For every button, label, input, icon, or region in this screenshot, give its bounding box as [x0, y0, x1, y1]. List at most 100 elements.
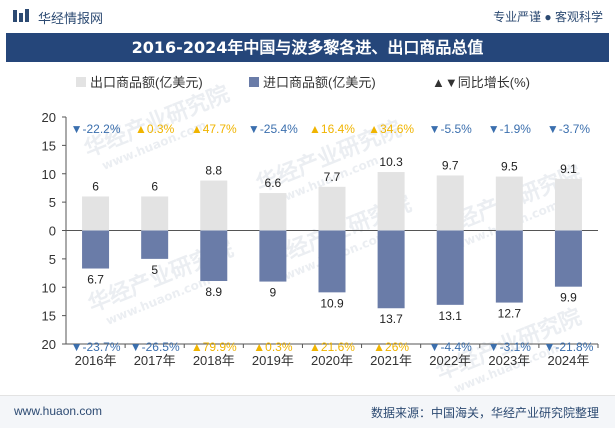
down-arrow-icon: ▼	[488, 340, 500, 354]
growth-value: 16.4%	[321, 122, 355, 136]
import-value-label: 9	[270, 286, 277, 300]
legend-label: 进口商品额(亿美元)	[263, 75, 376, 90]
down-arrow-icon: ▼	[429, 340, 441, 354]
chart-title: 2016-2024年中国与波多黎各进、出口商品总值	[131, 38, 484, 57]
import-growth-label: ▲0.3%	[253, 340, 293, 354]
import-growth-label: ▼-23.7%	[71, 340, 121, 354]
import-value-label: 12.7	[498, 307, 522, 321]
y-tick-label: 5	[49, 252, 56, 267]
import-value-label: 8.9	[205, 285, 222, 299]
y-tick-label: 10	[42, 167, 56, 182]
export-bar	[200, 180, 228, 231]
y-tick-label: 20	[42, 337, 56, 352]
import-bar	[82, 230, 110, 269]
export-bar	[318, 186, 346, 231]
import-bar	[200, 230, 228, 282]
growth-value: -23.7%	[82, 340, 120, 354]
x-tick-label: 2016年	[75, 353, 117, 368]
export-value-label: 6.6	[265, 176, 282, 190]
import-bar	[141, 230, 169, 259]
import-growth-label: ▼-21.8%	[543, 340, 593, 354]
import-bar	[318, 230, 346, 293]
import-growth-label: ▲26%	[373, 340, 409, 354]
import-growth-label: ▼-26.5%	[130, 340, 180, 354]
import-value-label: 13.7	[379, 312, 403, 326]
growth-value: 79.9%	[203, 340, 237, 354]
import-growth-label: ▼-4.4%	[429, 340, 473, 354]
export-growth-label: ▼-3.7%	[547, 122, 591, 136]
y-tick-label: 20	[42, 110, 56, 125]
top-bar: 华经情报网 专业严谨 ● 客观科学	[0, 0, 615, 33]
footer: www.huaon.com 数据来源：中国海关，华经产业研究院整理	[0, 395, 615, 428]
export-bar	[259, 193, 287, 231]
import-growth-label: ▲21.6%	[309, 340, 355, 354]
down-arrow-icon: ▼	[429, 122, 441, 136]
down-arrow-icon: ▼	[71, 122, 83, 136]
down-arrow-icon: ▼	[547, 122, 559, 136]
logo-icon	[13, 9, 29, 22]
down-arrow-icon: ▼	[130, 340, 142, 354]
legend-label: 出口商品额(亿美元)	[90, 75, 203, 90]
down-arrow-icon: ▼	[71, 340, 83, 354]
growth-value: -3.1%	[500, 340, 532, 354]
y-tick-label: 5	[49, 195, 56, 210]
growth-value: 21.6%	[321, 340, 355, 354]
growth-value: -5.5%	[440, 122, 472, 136]
import-growth-label: ▼-3.1%	[488, 340, 532, 354]
down-arrow-icon: ▼	[488, 122, 500, 136]
import-growth-label: ▲79.9%	[191, 340, 237, 354]
export-growth-label: ▲34.6%	[368, 122, 414, 136]
data-source: 数据来源：中国海关，华经产业研究院整理	[370, 406, 599, 420]
up-arrow-icon: ▲	[373, 340, 385, 354]
up-arrow-icon: ▲	[253, 340, 265, 354]
growth-value: 0.3%	[147, 122, 175, 136]
down-arrow-icon: ▼	[248, 122, 260, 136]
growth-value: -3.7%	[559, 122, 591, 136]
export-bar	[554, 178, 582, 231]
export-value-label: 9.5	[501, 160, 518, 174]
down-arrow-icon: ▼	[543, 340, 555, 354]
import-bar	[259, 230, 287, 282]
growth-value: 34.6%	[380, 122, 414, 136]
x-tick-label: 2017年	[134, 353, 176, 368]
export-growth-label: ▲16.4%	[309, 122, 355, 136]
x-tick-label: 2018年	[193, 353, 235, 368]
export-growth-label: ▼-5.5%	[429, 122, 473, 136]
import-value-label: 6.7	[87, 273, 104, 287]
up-arrow-icon: ▲	[309, 122, 321, 136]
import-value-label: 5	[151, 263, 158, 277]
growth-value: 47.7%	[203, 122, 237, 136]
growth-value: -22.2%	[82, 122, 120, 136]
y-tick-label: 0	[49, 224, 56, 239]
x-tick-label: 2024年	[547, 353, 589, 368]
y-tick-label: 15	[42, 138, 56, 153]
export-growth-label: ▼-1.9%	[488, 122, 532, 136]
legend-label: ▲▼同比增长(%)	[432, 75, 530, 90]
export-bar	[377, 172, 405, 231]
export-bar	[495, 176, 523, 231]
x-tick-label: 2023年	[488, 353, 530, 368]
import-bar	[554, 230, 582, 287]
import-value-label: 10.9	[320, 296, 344, 310]
export-value-label: 8.8	[205, 164, 222, 178]
export-bar	[82, 196, 110, 231]
export-growth-label: ▲47.7%	[191, 122, 237, 136]
x-tick-label: 2022年	[429, 353, 471, 368]
x-tick-label: 2019年	[252, 353, 294, 368]
growth-value: -1.9%	[500, 122, 532, 136]
export-value-label: 9.1	[560, 162, 577, 176]
export-value-label: 6	[92, 179, 99, 193]
x-tick-label: 2021年	[370, 353, 412, 368]
import-bar	[377, 230, 405, 309]
export-value-label: 10.3	[379, 155, 403, 169]
export-bar	[436, 175, 464, 231]
growth-value: 0.3%	[265, 340, 293, 354]
growth-value: -26.5%	[142, 340, 180, 354]
footer-url: www.huaon.com	[14, 404, 103, 418]
export-bar	[141, 196, 169, 231]
up-arrow-icon: ▲	[309, 340, 321, 354]
import-value-label: 13.1	[439, 309, 463, 323]
export-value-label: 6	[151, 179, 158, 193]
tagline: 专业严谨 ● 客观科学	[493, 10, 603, 24]
